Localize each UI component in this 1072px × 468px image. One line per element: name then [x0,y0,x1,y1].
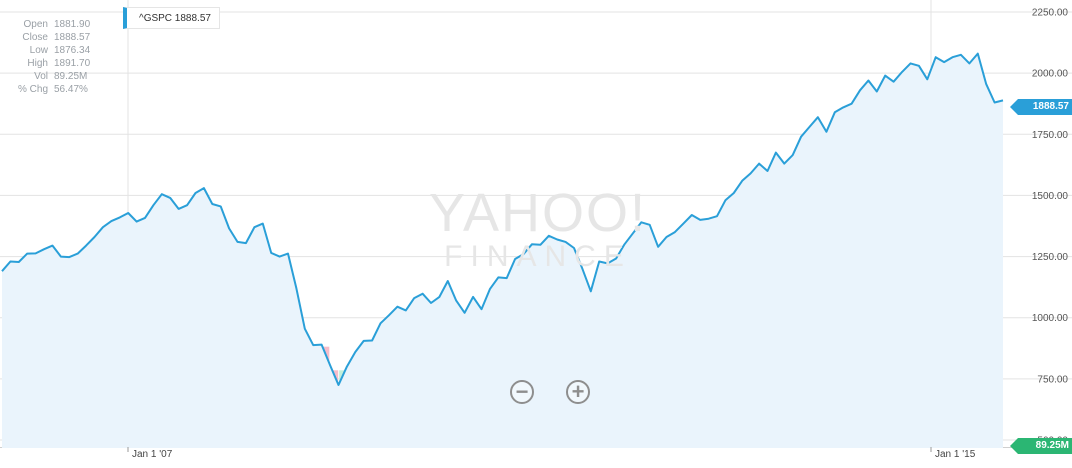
minus-icon: − [515,379,529,404]
price-area [2,53,1003,448]
x-tick-label: Jan 1 '07 [132,449,173,460]
stat-value: 89.25M [54,71,88,82]
stat-label: Open [23,19,48,30]
plus-icon: + [571,379,585,404]
price-line-path [1,52,1004,386]
stat-value: 56.47% [54,84,88,95]
zoom-out-button[interactable]: − [510,380,534,404]
stat-label: % Chg [17,84,48,95]
zoom-in-button[interactable]: + [566,380,590,404]
stat-label: High [27,58,48,69]
stat-high: High 1891.70 [4,57,90,70]
stat-value: 1888.57 [54,32,91,43]
stat-value: 1876.34 [54,45,91,56]
stat-pct-chg: % Chg 56.47% [4,83,90,96]
stat-value: 1891.70 [54,58,91,69]
stat-open: Open 1881.90 [4,18,91,31]
y-axis-labels: 2250.00 2000.00 1750.00 1500.00 1250.00 1000.… [1032,8,1069,447]
y-tick-label: 2250.00 [1032,8,1069,19]
y-tick-label: 1000.00 [1032,313,1069,324]
series-legend-tag[interactable]: ^GSPC 1888.57 [123,7,220,29]
x-axis-labels: Jan 1 '07 Jan 1 '15 [127,447,976,460]
stat-vol: Vol 89.25M [4,70,90,83]
last-price-badge: 1888.57 [1010,99,1072,115]
stat-close: Close 1888.57 [4,31,90,44]
stat-label: Low [29,45,48,56]
y-tick-label: 2000.00 [1032,69,1069,80]
y-tick-label: 750.00 [1037,374,1068,385]
stat-value: 1881.90 [54,19,91,30]
ohlc-stats: Open 1881.90 Close 1888.57 Low 1876.34 High… [4,18,90,96]
price-line [1,52,1004,386]
price-area-fill [2,53,1003,448]
y-tick-label: 1500.00 [1032,191,1069,202]
last-volume-badge: 89.25M [1010,438,1072,454]
stat-low: Low 1876.34 [4,44,91,57]
y-tick-label: 1250.00 [1032,252,1069,263]
stat-label: Vol [34,71,48,82]
y-tick-label: 1750.00 [1032,130,1069,141]
stat-label: Close [22,32,48,43]
x-tick-label: Jan 1 '15 [935,449,976,460]
